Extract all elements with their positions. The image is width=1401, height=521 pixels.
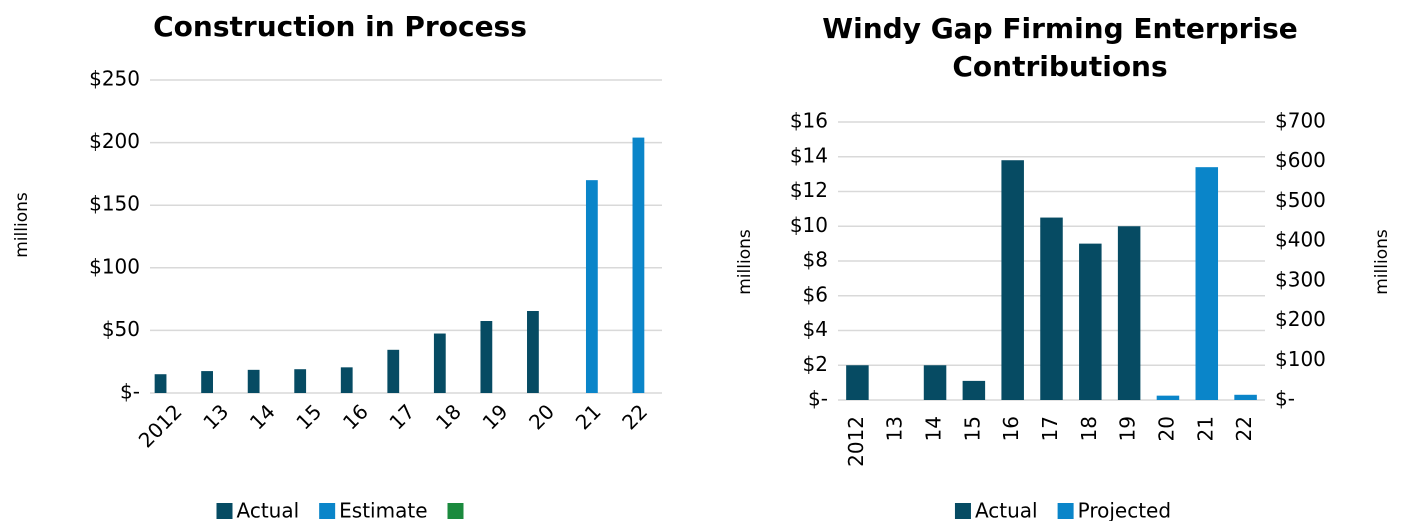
x-tick-label: 13 — [883, 416, 907, 441]
x-tick-label: 15 — [291, 399, 326, 434]
y2-tick-label: $400 — [1275, 228, 1326, 252]
y-tick-label: $4 — [803, 317, 828, 341]
x-tick-label: 16 — [338, 399, 373, 434]
bar — [527, 310, 539, 393]
bar — [1117, 226, 1141, 400]
bar — [1156, 395, 1180, 400]
x-tick-label: 19 — [478, 399, 513, 434]
y2-tick-label: $700 — [1275, 109, 1326, 133]
bar — [1079, 243, 1102, 400]
chart-title: Windy Gap Firming Enterprise Contributio… — [822, 12, 1298, 83]
legend-swatch — [1057, 503, 1074, 519]
bar — [247, 369, 260, 393]
bar — [387, 349, 400, 393]
x-tick-label: 14 — [245, 399, 280, 434]
x-tick-label: 21 — [1193, 416, 1217, 441]
x-tick-label: 18 — [1077, 416, 1101, 441]
bar — [1195, 167, 1219, 400]
x-tick-label: 15 — [960, 416, 984, 441]
x-tick-label: 16 — [999, 416, 1023, 441]
y-tick-label: $150 — [89, 192, 140, 216]
bar — [340, 367, 353, 393]
y-tick-label: $12 — [790, 178, 828, 202]
y-tick-label: $100 — [89, 254, 140, 278]
bar — [201, 371, 213, 393]
bar — [1001, 160, 1024, 400]
y2-tick-label: $- — [1275, 387, 1295, 411]
x-tick-label: 17 — [384, 399, 419, 434]
legend-swatch — [216, 503, 233, 519]
bar — [154, 374, 167, 393]
x-tick-label: 20 — [1154, 416, 1178, 441]
x-tick-label: 20 — [524, 399, 559, 434]
y2-tick-label: $600 — [1275, 148, 1326, 172]
chart-title: Construction in Process — [153, 10, 527, 43]
bar — [632, 137, 645, 393]
legend-label: Actual — [975, 499, 1038, 521]
y-axis-label: millions — [12, 192, 32, 258]
y-tick-label: $- — [120, 380, 140, 404]
bar — [433, 333, 446, 393]
y2-tick-label: $500 — [1275, 188, 1326, 212]
y-tick-label: $250 — [89, 67, 140, 91]
x-tick-label: 18 — [431, 399, 466, 434]
legend-swatch — [954, 503, 971, 519]
bar — [846, 365, 869, 400]
x-tick-label: 17 — [1038, 416, 1062, 441]
x-tick-label: 2012 — [134, 399, 187, 452]
y-tick-label: $6 — [803, 282, 828, 306]
x-tick-label: 21 — [571, 399, 606, 434]
x-tick-label: 22 — [617, 399, 652, 434]
x-tick-label: 19 — [1116, 416, 1140, 441]
x-tick-label: 13 — [198, 399, 233, 434]
x-tick-label: 2012 — [844, 416, 868, 467]
y2-tick-label: $200 — [1275, 307, 1326, 331]
y-tick-label: $- — [808, 387, 828, 411]
y-tick-label: $200 — [89, 129, 140, 153]
x-tick-label: 14 — [922, 416, 946, 441]
bar — [585, 180, 598, 393]
y-tick-label: $10 — [790, 213, 828, 237]
y-tick-label: $14 — [790, 143, 828, 167]
y-tick-label: $50 — [102, 317, 140, 341]
bar — [923, 365, 947, 400]
y-axis-label: millions — [735, 229, 755, 295]
bar — [1234, 394, 1257, 400]
bar — [294, 369, 307, 393]
y-tick-label: $8 — [803, 248, 828, 272]
legend-label: Actual — [237, 499, 300, 521]
legend-label: Projected — [1078, 499, 1171, 521]
legend-swatch — [319, 503, 336, 519]
bar — [1040, 217, 1063, 400]
bar — [962, 380, 986, 400]
bar — [480, 321, 493, 393]
y2-tick-label: $300 — [1275, 267, 1326, 291]
y2-tick-label: $100 — [1275, 347, 1326, 371]
legend-label: Estimate — [339, 499, 427, 521]
y-tick-label: $2 — [803, 352, 828, 376]
y-tick-label: $16 — [790, 109, 828, 133]
y2-axis-label: millions — [1372, 229, 1392, 295]
x-tick-label: 22 — [1232, 416, 1256, 441]
legend-swatch — [447, 503, 464, 519]
